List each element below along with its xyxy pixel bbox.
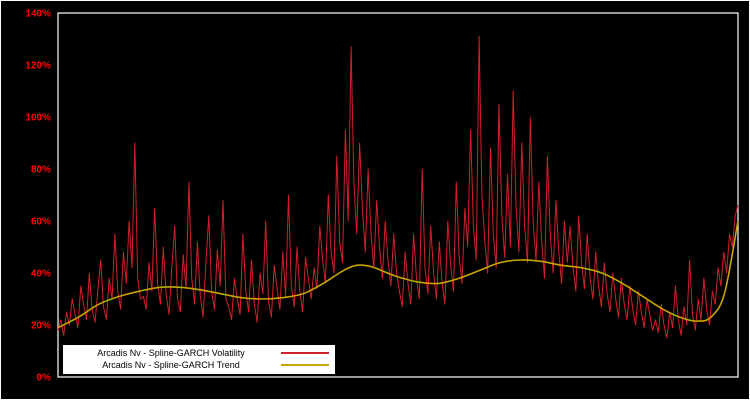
chart-legend: Arcadis Nv - Spline-GARCH Volatility Arc… <box>63 345 335 374</box>
plot-border <box>57 12 739 378</box>
y-axis-tick-label: 140% <box>25 9 51 20</box>
y-axis-tick-label: 80% <box>31 165 51 176</box>
y-axis-tick-label: 20% <box>31 321 51 332</box>
y-axis-tick-label: 60% <box>31 217 51 228</box>
volatility-series-line <box>57 35 739 339</box>
legend-label-volatility: Arcadis Nv - Spline-GARCH Volatility <box>97 348 245 358</box>
legend-item-volatility: Arcadis Nv - Spline-GARCH Volatility <box>69 347 329 359</box>
volatility-line-swatch <box>281 352 329 354</box>
y-axis-tick-label: 120% <box>25 61 51 72</box>
trend-line-swatch <box>281 364 329 366</box>
y-axis-tick-label: 100% <box>25 113 51 124</box>
legend-label-trend: Arcadis Nv - Spline-GARCH Trend <box>102 360 240 370</box>
legend-item-trend: Arcadis Nv - Spline-GARCH Trend <box>69 359 329 371</box>
y-axis-tick-label: 40% <box>31 269 51 280</box>
y-axis-tick-label: 0% <box>37 373 52 384</box>
trend-series-line <box>57 220 739 329</box>
